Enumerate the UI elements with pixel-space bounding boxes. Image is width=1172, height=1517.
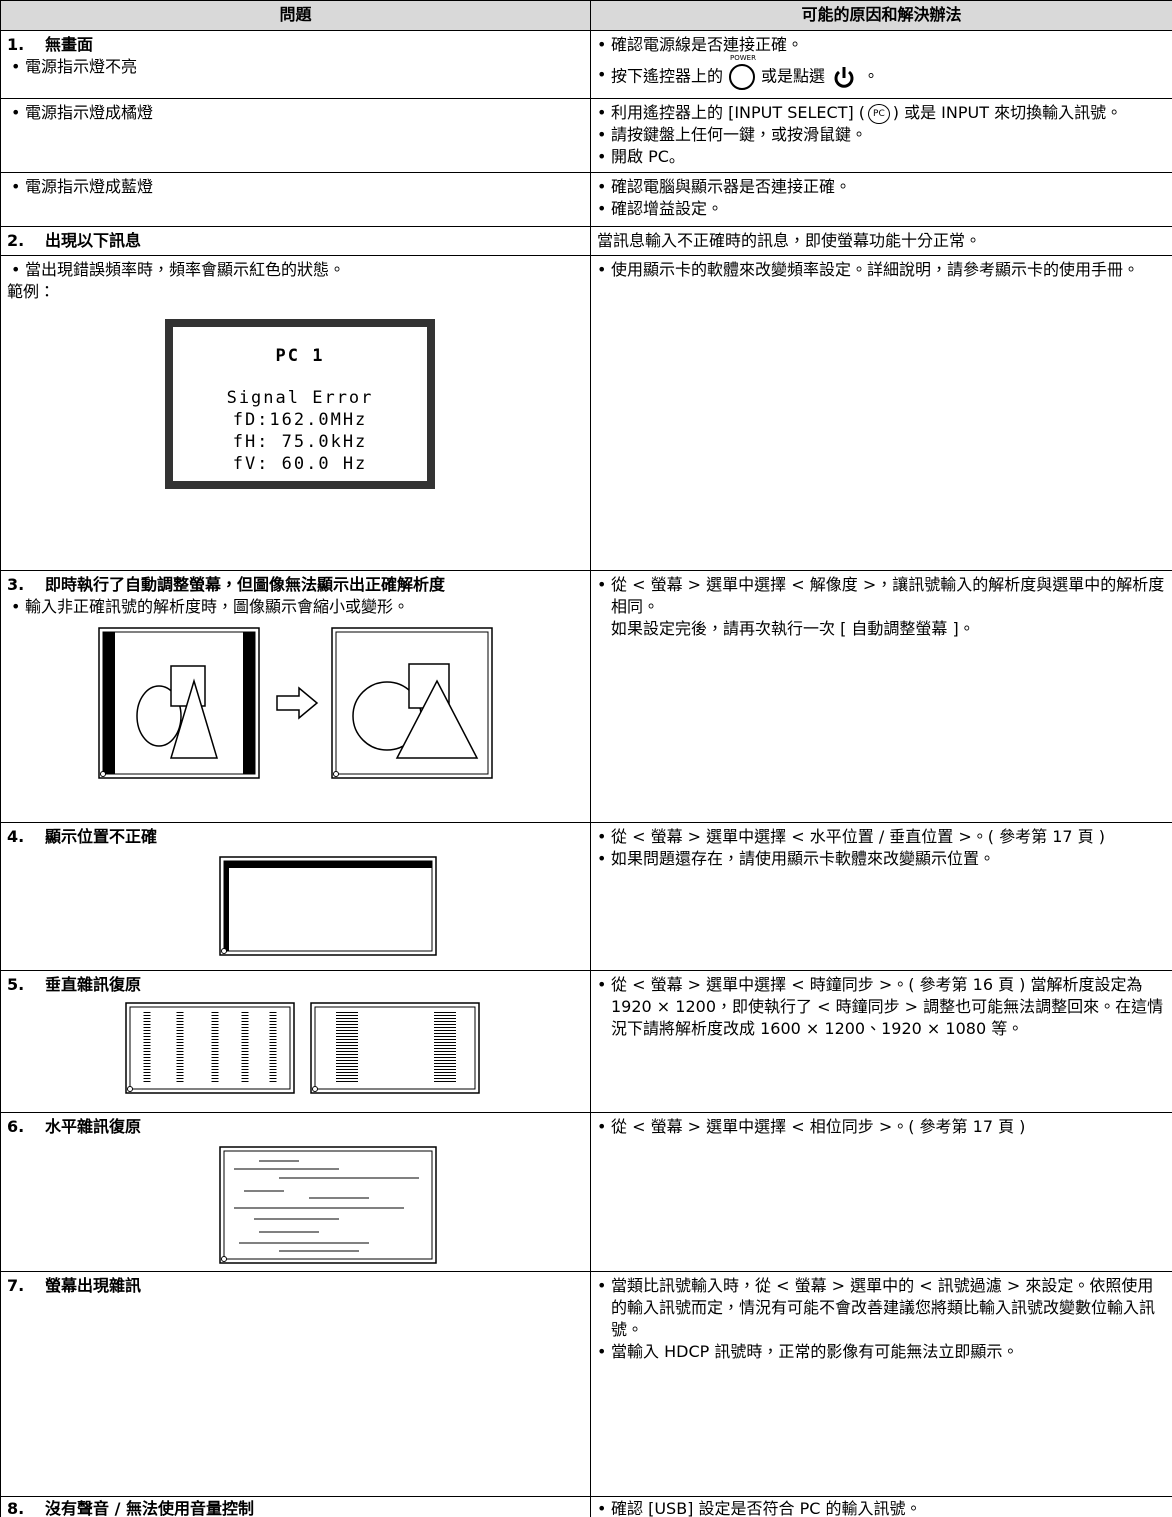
number: 6. [7,1117,25,1136]
cause: 從 < 螢幕 > 選單中選擇 < 相位同步 >。( 參考第 17 頁 ) [597,1116,1166,1138]
problem-cell: 2. 出現以下訊息 [0,226,591,256]
title: 垂直雜訊復原 [45,975,142,994]
problem-cell: 3. 即時執行了自動調整螢幕，但圖像無法顯示出正確解析度 輸入非正確訊號的解析度時… [0,570,591,823]
cause: 從 < 螢幕 > 選單中選擇 < 水平位置 / 垂直位置 >。( 參考第 17 … [597,826,1166,848]
cause-cell: 確認電源線是否連接正確。 按下遙控器上的 POWER 或是點選 。 [590,30,1172,99]
text: ) 或是 INPUT 來切換輸入訊號。 [892,103,1123,122]
error-screen: PC 1 Signal Error fD:162.0MHz fH: 75.0kH… [165,319,435,489]
text: 按下遙控器上的 [611,66,724,86]
resolution-figure [98,627,493,779]
row: 8. 沒有聲音 / 無法使用音量控制 確認 [USB] 設定是否符合 PC 的輸入… [0,1496,1172,1517]
cause-cell: 當類比訊號輸入時，從 < 螢幕 > 選單中的 < 訊號過濾 > 來設定。依照使用… [590,1271,1172,1497]
cause-cell: 從 < 螢幕 > 選單中選擇 < 時鐘同步 >。( 參考第 16 頁 ) 當解析… [590,970,1172,1113]
problem-cell: 當出現錯誤頻率時，頻率會顯示紅色的狀態。 範例： PC 1 Signal Err… [0,255,591,571]
row: 5. 垂直雜訊復原 從 < 螢幕 > 選單中選擇 < 時鐘同步 >。( 參考第 1… [0,970,1172,1113]
cause-cell: 使用顯示卡的軟體來改變頻率設定。詳細說明，請參考顯示卡的使用手冊。 [590,255,1172,571]
row: 2. 出現以下訊息 當訊息輸入不正確時的訊息，即使螢幕功能十分正常。 [0,226,1172,256]
row: 4. 顯示位置不正確 從 < 螢幕 > 選單中選擇 < 水平位置 / 垂直位置 >… [0,822,1172,971]
problem-cell: 8. 沒有聲音 / 無法使用音量控制 [0,1496,591,1517]
screen-line: Signal Error [226,388,374,408]
screen-line: fV: 60.0 Hz [232,454,368,474]
pc-icon: PC [868,103,890,124]
cause: 請按鍵盤上任何一鍵，或按滑鼠鍵。 [597,124,1166,146]
number: 3. [7,575,25,594]
cause-cell: 確認 [USB] 設定是否符合 PC 的輸入訊號。 [590,1496,1172,1517]
row: 電源指示燈成藍燈 確認電腦與顯示器是否連接正確。 確認增益設定。 [0,172,1172,227]
row: 電源指示燈成橘燈 利用遙控器上的 [INPUT SELECT] (PC) 或是 … [0,98,1172,173]
number: 5. [7,975,25,994]
header-row: 問題 可能的原因和解決辦法 [0,0,1172,31]
title: 螢幕出現雜訊 [45,1276,142,1295]
text: 。 [863,66,880,86]
row: 6. 水平雜訊復原 從 < 螢幕 > 選單中選擇 < 相位同步 >。( 參考第 1… [0,1112,1172,1272]
cause: 當類比訊號輸入時，從 < 螢幕 > 選單中的 < 訊號過濾 > 來設定。依照使用… [597,1275,1166,1341]
cause-cell: 當訊息輸入不正確時的訊息，即使螢幕功能十分正常。 [590,226,1172,256]
row: 1. 無畫面 電源指示燈不亮 確認電源線是否連接正確。 按下遙控器上的 POWER 或… [0,30,1172,99]
horizontal-noise-figure [219,1146,437,1264]
vertical-noise-figure [125,1002,480,1094]
problem-cell: 6. 水平雜訊復原 [0,1112,591,1272]
cause-cell: 從 < 螢幕 > 選單中選擇 < 水平位置 / 垂直位置 >。( 參考第 17 … [590,822,1172,971]
cause-note: 如果設定完後，請再次執行一次 [ 自動調整螢幕 ]。 [611,619,975,638]
cause: 確認電源線是否連接正確。 [597,34,1166,56]
text: 或是點選 [761,66,826,86]
cause: 利用遙控器上的 [INPUT SELECT] (PC) 或是 INPUT 來切換… [597,102,1166,124]
cause: 確認 [USB] 設定是否符合 PC 的輸入訊號。 [597,1498,1166,1517]
cause-cell: 利用遙控器上的 [INPUT SELECT] (PC) 或是 INPUT 來切換… [590,98,1172,173]
bullet: 電源指示燈成藍燈 [7,176,584,198]
screen-line: fH: 75.0kHz [232,432,368,452]
title: 出現以下訊息 [45,231,142,250]
cause: 確認電腦與顯示器是否連接正確。 [597,176,1166,198]
cause-cell: 從 < 螢幕 > 選單中選擇 < 相位同步 >。( 參考第 17 頁 ) [590,1112,1172,1272]
cause: 從 < 螢幕 > 選單中選擇 < 解像度 >，讓訊號輸入的解析度與選單中的解析度… [597,574,1166,618]
text: 利用遙控器上的 [INPUT SELECT] ( [611,103,866,122]
cause: 從 < 螢幕 > 選單中選擇 < 時鐘同步 >。( 參考第 16 頁 ) 當解析… [597,974,1166,1040]
cause: 當輸入 HDCP 訊號時，正常的影像有可能無法立即顯示。 [597,1341,1166,1363]
row: 當出現錯誤頻率時，頻率會顯示紅色的狀態。 範例： PC 1 Signal Err… [0,255,1172,571]
number: 4. [7,827,25,846]
power-icon: POWER [729,54,756,90]
cause: 開啟 PC。 [597,146,1166,168]
bullet: 電源指示燈成橘燈 [7,102,584,124]
bullet: 輸入非正確訊號的解析度時，圖像顯示會縮小或變形。 [7,596,584,618]
problem-cell: 7. 螢幕出現雜訊 [0,1271,591,1497]
problem-cell: 電源指示燈成橘燈 [0,98,591,173]
position-figure [219,856,437,956]
number: 7. [7,1276,25,1295]
title: 顯示位置不正確 [45,827,158,846]
problem-cell: 4. 顯示位置不正確 [0,822,591,971]
screen-line: fD:162.0MHz [232,410,368,430]
number: 2. [7,231,25,250]
bullet: 當出現錯誤頻率時，頻率會顯示紅色的狀態。 [7,259,584,281]
cause: 按下遙控器上的 POWER 或是點選 。 [597,54,1166,90]
cause: 確認增益設定。 [597,198,1166,220]
row: 3. 即時執行了自動調整螢幕，但圖像無法顯示出正確解析度 輸入非正確訊號的解析度時… [0,570,1172,823]
number: 1. [7,35,25,54]
example-label: 範例： [7,282,56,301]
icon-label: POWER [730,54,756,62]
header-cell: 可能的原因和解決辦法 [590,0,1172,31]
power-symbol [834,67,854,88]
cause: 如果問題還存在，請使用顯示卡軟體來改變顯示位置。 [597,848,1166,870]
title: 沒有聲音 / 無法使用音量控制 [45,1499,254,1517]
title: 無畫面 [45,35,94,54]
bullet: 電源指示燈不亮 [7,56,584,78]
screen-line: PC 1 [275,346,325,366]
number: 8. [7,1499,25,1517]
note: 當訊息輸入不正確時的訊息，即使螢幕功能十分正常。 [597,231,982,250]
problem-cell: 1. 無畫面 電源指示燈不亮 [0,30,591,99]
cause-cell: 從 < 螢幕 > 選單中選擇 < 解像度 >，讓訊號輸入的解析度與選單中的解析度… [590,570,1172,823]
problem-cell: 電源指示燈成藍燈 [0,172,591,227]
title: 即時執行了自動調整螢幕，但圖像無法顯示出正確解析度 [45,575,446,594]
header-cell: 問題 [0,0,591,31]
problem-cell: 5. 垂直雜訊復原 [0,970,591,1113]
cause-cell: 確認電腦與顯示器是否連接正確。 確認增益設定。 [590,172,1172,227]
cause: 使用顯示卡的軟體來改變頻率設定。詳細說明，請參考顯示卡的使用手冊。 [597,259,1166,281]
title: 水平雜訊復原 [45,1117,142,1136]
row: 7. 螢幕出現雜訊 當類比訊號輸入時，從 < 螢幕 > 選單中的 < 訊號過濾 >… [0,1271,1172,1497]
